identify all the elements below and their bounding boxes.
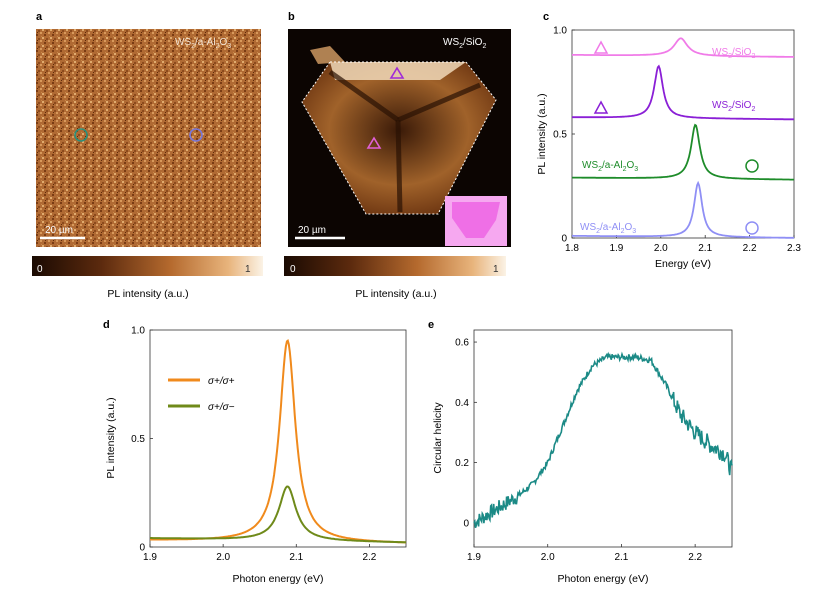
- panel-e-series-line: [473, 351, 733, 529]
- panel-e-series: [473, 351, 733, 529]
- panel-b-label: WS2/SiO2: [443, 37, 486, 50]
- panel-e-ylabel: Circular helicity: [432, 402, 444, 474]
- panel-a-colorbar-max: 1: [245, 264, 251, 275]
- panel-c-xtick-label: 2.1: [698, 243, 712, 254]
- panel-e-ytick-label: 0: [463, 518, 469, 529]
- panel-d-ticks: 1.9 2.0 2.1 2.2 0 0.5 1.0: [131, 326, 377, 564]
- panel-c-series-label: WS2/SiO2: [712, 100, 755, 113]
- panel-e-letter: e: [428, 319, 434, 331]
- panel-e-xlabel: Photon energy (eV): [557, 573, 648, 585]
- panel-a-letter: a: [36, 11, 43, 23]
- panel-d-ytick-label: 0: [139, 543, 145, 554]
- panel-a-pl-map: [36, 29, 261, 247]
- panel-e-xtick-label: 1.9: [467, 552, 481, 563]
- panel-c-ticks: 1.8 1.9 2.0 2.1 2.2 2.3 0 0.5 1.0: [553, 26, 801, 255]
- panel-b-grain-line-1: [328, 69, 400, 123]
- panel-e-xtick-label: 2.0: [541, 552, 555, 563]
- panel-c-plot-frame: [571, 29, 795, 239]
- panel-c-series-label: WS2/a-Al2O3: [582, 160, 638, 173]
- panel-b-colorbar-max: 1: [493, 264, 499, 275]
- panel-c-circle-marker: [745, 159, 759, 173]
- panel-d-ylabel: PL intensity (a.u.): [105, 397, 117, 478]
- panel-b-flake-outline: [301, 61, 497, 215]
- panel-d-ytick-label: 0.5: [131, 434, 145, 445]
- panel-d-legend-label: σ+/σ+: [208, 376, 235, 387]
- panel-c-series-line: [572, 123, 794, 181]
- panel-e-ytick-label: 0.6: [455, 338, 469, 349]
- panel-c-letter: c: [543, 11, 549, 23]
- panel-a-colorbar-min: 0: [37, 264, 43, 275]
- panel-d-xtick-label: 2.0: [216, 552, 230, 563]
- panel-a-colorbar: [32, 256, 263, 276]
- panel-b-inset-flake: [452, 202, 500, 238]
- panel-b-corner-feature: [310, 46, 345, 64]
- panel-c-series-line: [572, 180, 795, 239]
- panel-a-colorbar-label: PL intensity (a.u.): [107, 288, 188, 300]
- panel-c-xtick-label: 2.3: [787, 243, 801, 254]
- panel-c-ylabel: PL intensity (a.u.): [536, 93, 548, 174]
- panel-c-xtick-label: 1.8: [565, 243, 579, 254]
- panel-b-triangle-marker-1: [389, 66, 405, 79]
- panel-d-xtick-label: 2.2: [362, 552, 376, 563]
- panel-d-series: [150, 338, 407, 544]
- panel-b-colorbar: [284, 256, 506, 276]
- panel-d-legend: σ+/σ+ σ+/σ−: [168, 376, 235, 413]
- panel-b-scalebar-label: 20 µm: [298, 225, 326, 236]
- panel-c-series-line: [572, 37, 795, 58]
- panel-c-triangle-marker: [593, 100, 609, 114]
- panel-a-circle-marker-2: [189, 128, 203, 142]
- panel-e-ticks: 1.9 2.0 2.1 2.2 0 0.2 0.4 0.6: [455, 338, 702, 563]
- panel-d-ytick-label: 1.0: [131, 326, 145, 337]
- panel-d-legend-label: σ+/σ−: [208, 402, 235, 413]
- panel-b-triangle-marker-2: [366, 136, 382, 149]
- panel-c-series: [572, 37, 795, 239]
- panel-a-label: WS2/a-Al2O3: [175, 37, 231, 50]
- panel-d-xtick-label: 1.9: [143, 552, 157, 563]
- panel-b: b WS2/SiO2 20 µm 0 1 PL intensity (a.u.): [284, 11, 511, 300]
- panel-d-xlabel: Photon energy (eV): [232, 573, 323, 585]
- panel-c-circle-marker: [745, 221, 759, 235]
- panel-c-curve-labels: WS2/SiO2 WS2/SiO2 WS2/a-Al2O3 WS2/a-Al2O3: [580, 40, 759, 235]
- panel-c-series-label: WS2/a-Al2O3: [580, 222, 636, 235]
- panel-b-grain-line-3: [395, 119, 403, 213]
- panel-c-xtick-label: 1.9: [609, 243, 623, 254]
- panel-d: d 1.9 2.0 2.1 2.2 0 0.5 1.0 σ+/σ+ σ+/σ− Photon …: [103, 319, 407, 585]
- panel-d-letter: d: [103, 319, 110, 331]
- panel-e-xtick-label: 2.2: [688, 552, 702, 563]
- panel-c-ytick-label: 1.0: [553, 26, 567, 37]
- panel-c-ytick-label: 0.5: [553, 130, 567, 141]
- panel-c-ytick-label: 0: [561, 234, 567, 245]
- panel-b-grain-line-2: [397, 82, 481, 123]
- panel-c-triangle-marker: [593, 40, 609, 54]
- panel-a-scalebar-label: 20 µm: [45, 225, 73, 236]
- panel-c-series-label: WS2/SiO2: [712, 47, 755, 60]
- panel-b-colorbar-label: PL intensity (a.u.): [355, 288, 436, 300]
- panel-b-colorbar-min: 0: [290, 264, 296, 275]
- panel-d-xtick-label: 2.1: [289, 552, 303, 563]
- panel-e: e 1.9 2.0 2.1 2.2 0 0.2 0.4 0.6 Photon energy (…: [428, 319, 733, 585]
- panel-d-series-line: [150, 485, 407, 544]
- panel-c-xtick-label: 2.0: [654, 243, 668, 254]
- panel-b-letter: b: [288, 11, 295, 23]
- panel-a-circle-marker-1: [74, 128, 88, 142]
- panel-c: c 1.8 1.9 2.0 2.1 2.2 2.300.51.0 WS2/SiO2WS2/…: [536, 11, 801, 270]
- panel-c-xtick-label: 2.2: [743, 243, 757, 254]
- panel-c-series-line: [572, 64, 795, 121]
- panel-a: a WS2/a-Al2O3 20 µm 0 1 PL intensity (a.…: [32, 11, 263, 300]
- panel-e-plot-frame: [473, 329, 733, 548]
- panel-c-xlabel: Energy (eV): [655, 258, 711, 270]
- panel-e-ytick-label: 0.4: [455, 398, 469, 409]
- panel-e-ytick-label: 0.2: [455, 458, 469, 469]
- panel-e-xtick-label: 2.1: [614, 552, 628, 563]
